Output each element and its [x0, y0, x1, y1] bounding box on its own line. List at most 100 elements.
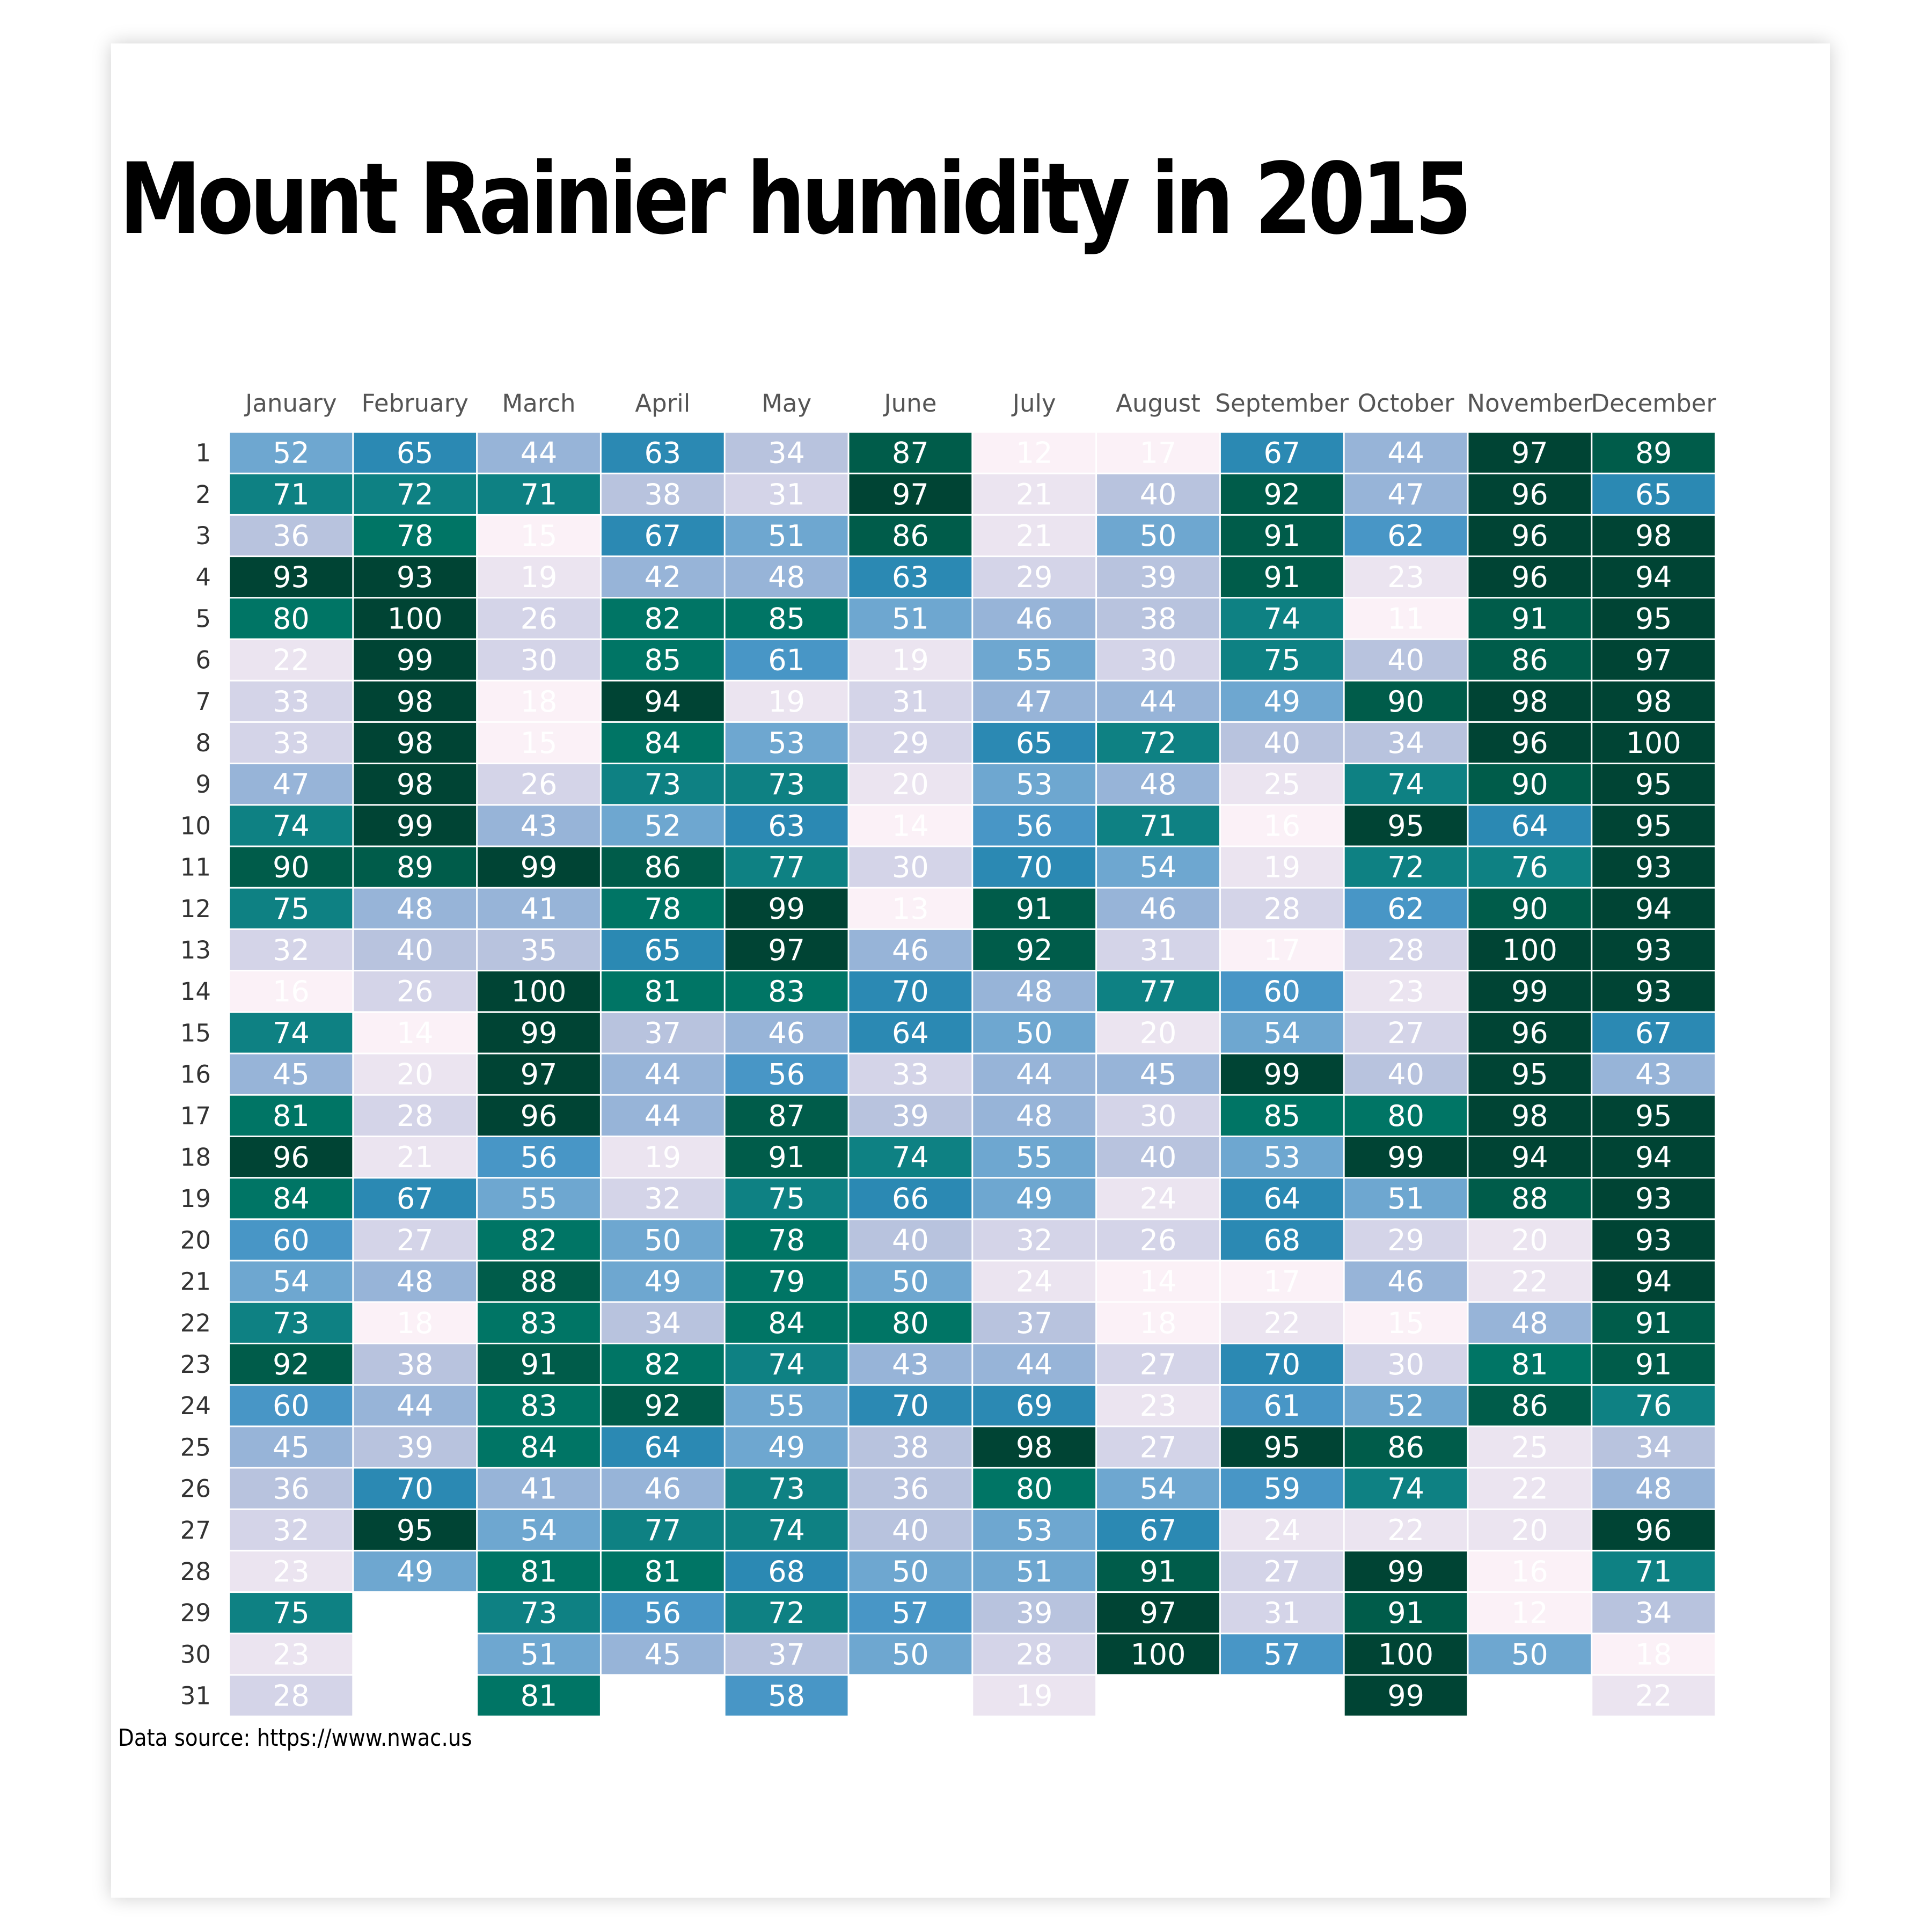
heatmap-cell — [478, 930, 600, 970]
heatmap-cell — [849, 930, 972, 970]
heatmap-cell — [230, 515, 353, 556]
heatmap-cell-value: 43 — [521, 809, 558, 843]
heatmap-cell — [849, 888, 972, 928]
heatmap-cell-value: 67 — [397, 1182, 434, 1216]
heatmap-cell-value: 53 — [1263, 1140, 1300, 1174]
heatmap-cell-value: 22 — [273, 643, 310, 677]
heatmap-cell — [601, 1551, 724, 1592]
heatmap-cell — [1220, 1593, 1343, 1633]
heatmap-cell-value: 56 — [521, 1140, 558, 1174]
heatmap-cell-value: 22 — [1635, 1679, 1672, 1713]
heatmap-cell — [1097, 847, 1219, 887]
heatmap-cell-value: 29 — [1387, 1223, 1424, 1257]
heatmap-cell-value: 93 — [397, 560, 434, 594]
heatmap-cell-value: 20 — [397, 1058, 434, 1092]
heatmap-cell — [354, 557, 477, 597]
heatmap-cell — [1097, 1179, 1219, 1219]
heatmap-cell-value: 20 — [1511, 1513, 1548, 1547]
heatmap-cell-value: 93 — [1635, 975, 1672, 1008]
heatmap-cell-value: 55 — [768, 1389, 805, 1423]
heatmap-cell-value: 81 — [273, 1099, 310, 1133]
heatmap-cell-value: 87 — [892, 436, 929, 470]
heatmap-cell-value: 37 — [644, 1016, 681, 1050]
day-label-12: 12 — [180, 895, 211, 923]
heatmap-cell — [354, 1054, 477, 1094]
heatmap-cell — [601, 1510, 724, 1550]
heatmap-cell — [478, 1302, 600, 1343]
heatmap-cell — [354, 1510, 477, 1550]
heatmap-cell — [230, 1427, 353, 1467]
heatmap-cell-value: 16 — [1511, 1555, 1548, 1589]
day-label-3: 3 — [195, 522, 211, 550]
heatmap-cell — [1097, 888, 1219, 928]
heatmap-cell — [354, 1220, 477, 1260]
heatmap-cell — [849, 1634, 972, 1674]
heatmap-cell-value: 27 — [397, 1223, 434, 1257]
heatmap-cell — [478, 1634, 600, 1674]
heatmap-cell-value: 53 — [768, 726, 805, 760]
heatmap-cell-value: 77 — [768, 851, 805, 884]
heatmap-cell — [1220, 1095, 1343, 1136]
heatmap-cell-value: 99 — [1511, 975, 1548, 1008]
heatmap-cell-value: 43 — [892, 1348, 929, 1381]
heatmap-cell-value: 91 — [1016, 892, 1053, 926]
heatmap-cell — [1468, 681, 1591, 721]
heatmap-cell — [849, 1220, 972, 1260]
heatmap-cell-value: 29 — [1016, 560, 1053, 594]
heatmap-cell-value: 14 — [892, 809, 929, 843]
heatmap-cell — [601, 640, 724, 680]
heatmap-cell-value: 29 — [892, 726, 929, 760]
heatmap-cell — [973, 1386, 1096, 1426]
heatmap-cell — [849, 1551, 972, 1592]
heatmap-cell — [1220, 764, 1343, 804]
heatmap-cell-value: 93 — [1635, 1182, 1672, 1216]
heatmap-cell — [601, 847, 724, 887]
heatmap-cell-value: 52 — [273, 436, 310, 470]
heatmap-cell-value: 99 — [397, 643, 434, 677]
heatmap-cell — [973, 640, 1096, 680]
heatmap-cell — [1468, 1013, 1591, 1053]
heatmap-cell-value: 83 — [768, 975, 805, 1008]
heatmap-cell — [601, 1468, 724, 1509]
heatmap-cell-value: 33 — [273, 726, 310, 760]
heatmap-cell-value: 48 — [397, 892, 434, 926]
heatmap-cell-value: 54 — [1140, 851, 1177, 884]
heatmap-cell — [725, 1593, 848, 1633]
heatmap-cell-value: 81 — [521, 1679, 558, 1713]
heatmap-cell — [849, 515, 972, 556]
heatmap-cell-value: 54 — [521, 1513, 558, 1547]
heatmap-cell — [230, 1344, 353, 1385]
heatmap-cell-value: 17 — [1140, 436, 1177, 470]
heatmap-cell — [230, 1302, 353, 1343]
heatmap-cell-value: 39 — [892, 1099, 929, 1133]
day-label-31: 31 — [180, 1682, 211, 1710]
heatmap-cell — [1344, 474, 1467, 514]
heatmap-cell-value: 52 — [644, 809, 681, 843]
heatmap-cell-value: 95 — [397, 1513, 434, 1547]
heatmap-cell-value: 95 — [1635, 809, 1672, 843]
heatmap-cell — [725, 681, 848, 721]
heatmap-cell — [973, 1344, 1096, 1385]
heatmap-cell-value: 19 — [521, 560, 558, 594]
day-label-11: 11 — [180, 853, 211, 882]
month-label-december: December — [1591, 389, 1717, 418]
heatmap-cell — [973, 1593, 1096, 1633]
heatmap-cell — [1592, 515, 1715, 556]
heatmap-cell — [1097, 1137, 1219, 1177]
heatmap-cell — [354, 1261, 477, 1301]
heatmap-cell-value: 36 — [892, 1472, 929, 1506]
heatmap-cell-value: 50 — [1511, 1637, 1548, 1671]
heatmap-cell — [1468, 1427, 1591, 1467]
heatmap-cell — [1468, 764, 1591, 804]
heatmap-cell-value: 98 — [1635, 519, 1672, 553]
heatmap-cell — [849, 557, 972, 597]
heatmap-cell-value: 80 — [273, 602, 310, 635]
heatmap-cell-value: 93 — [1635, 933, 1672, 967]
heatmap-cell — [478, 1137, 600, 1177]
heatmap-cell-value: 62 — [1387, 892, 1424, 926]
heatmap-cell-value: 99 — [397, 809, 434, 843]
heatmap-cell — [230, 1179, 353, 1219]
heatmap-cell-value: 40 — [892, 1223, 929, 1257]
heatmap-cell-value: 56 — [768, 1058, 805, 1092]
heatmap-cell — [1592, 433, 1715, 473]
